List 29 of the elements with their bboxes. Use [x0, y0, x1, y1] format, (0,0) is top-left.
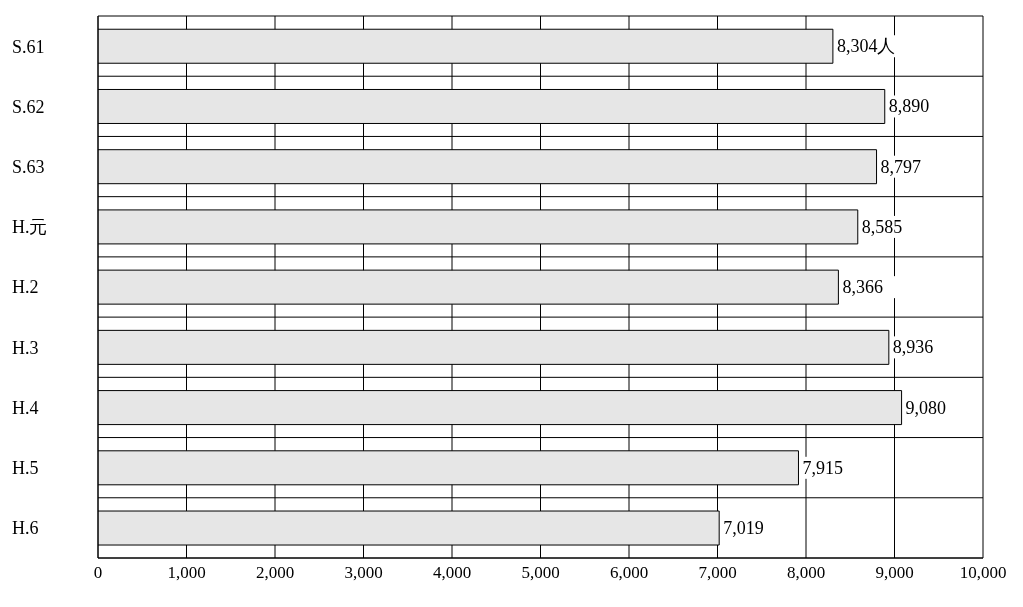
data-label: 8,366	[842, 277, 883, 298]
y-tick-label: H.2	[12, 277, 39, 298]
x-tick-label: 0	[93, 563, 103, 583]
x-tick-label: 2,000	[255, 563, 295, 583]
x-tick-label: 9,000	[875, 563, 914, 583]
y-tick-label: H.5	[12, 458, 39, 479]
data-label: 7,915	[802, 457, 843, 478]
data-label: 7,019	[723, 518, 764, 539]
y-tick-label: H.4	[12, 397, 39, 418]
y-tick-label: S.62	[12, 96, 45, 117]
data-label: 8,890	[888, 96, 930, 117]
y-tick-label: S.63	[12, 156, 45, 177]
x-tick-label: 1,000	[167, 563, 206, 583]
y-tick-label: S.61	[12, 36, 45, 57]
x-tick-label: 4,000	[432, 563, 472, 583]
x-tick-label: 8,000	[786, 563, 826, 583]
y-tick-label: H.3	[12, 337, 39, 358]
data-label: 8,304人	[836, 36, 896, 57]
y-tick-label: H.6	[12, 518, 39, 539]
x-tick-label: 7,000	[698, 563, 737, 583]
data-label: 8,797	[880, 156, 922, 177]
data-label: 8,585	[861, 216, 903, 237]
x-tick-label: 6,000	[609, 563, 649, 583]
x-tick-label: 10,000	[959, 563, 1007, 583]
data-label: 8,936	[892, 337, 934, 358]
x-tick-label: 5,000	[521, 563, 560, 583]
x-tick-label: 3,000	[344, 563, 383, 583]
y-tick-label: H.元	[12, 217, 48, 238]
data-label: 9,080	[905, 397, 947, 418]
